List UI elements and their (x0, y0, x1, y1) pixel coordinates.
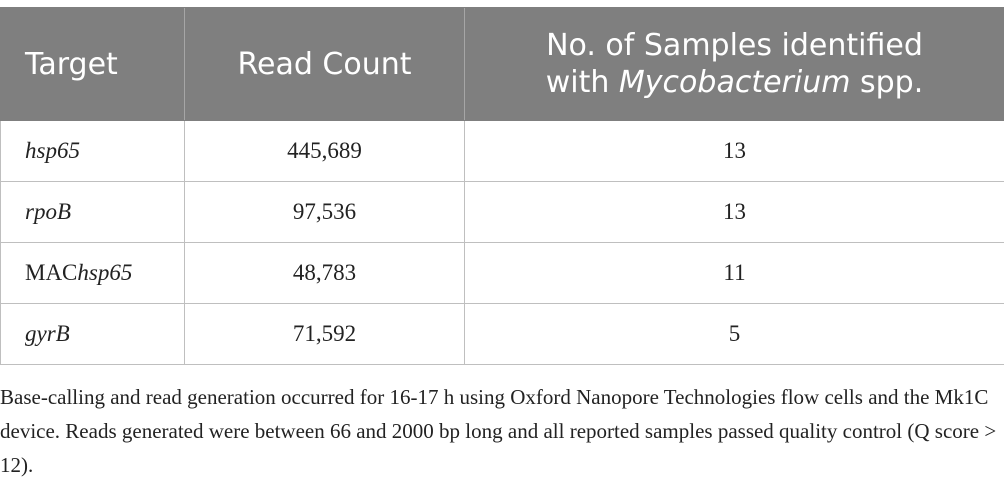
header-samples-line2: with Mycobacterium spp. (465, 64, 1004, 101)
target-prefix: MAC (25, 260, 78, 285)
header-samples-suffix: spp. (850, 65, 924, 100)
samples-cell: 5 (464, 303, 1004, 365)
table-row: hsp65 445,689 13 (0, 120, 1004, 182)
table-row: rpoB 97,536 13 (0, 181, 1004, 243)
results-table: Target Read Count No. of Samples identif… (0, 7, 1004, 365)
target-gene: rpoB (25, 199, 71, 224)
read-count-cell: 48,783 (184, 242, 465, 304)
samples-cell: 13 (464, 181, 1004, 243)
table-footnote: Base-calling and read generation occurre… (0, 385, 997, 477)
samples-cell: 11 (464, 242, 1004, 304)
target-cell: rpoB (0, 181, 185, 243)
header-samples-genus: Mycobacterium (618, 65, 851, 100)
read-count-cell: 71,592 (184, 303, 465, 365)
read-count-cell: 97,536 (184, 181, 465, 243)
header-read-count: Read Count (184, 7, 465, 121)
target-gene: hsp65 (77, 260, 133, 285)
header-row: Target Read Count No. of Samples identif… (0, 7, 1004, 121)
header-target: Target (0, 7, 185, 121)
table-header: Target Read Count No. of Samples identif… (0, 7, 1004, 121)
target-cell: hsp65 (0, 120, 185, 182)
target-gene: gyrB (25, 321, 70, 346)
header-samples-prefix: with (545, 65, 619, 100)
table-body: hsp65 445,689 13 rpoB 97,536 13 MAChsp65… (0, 120, 1004, 365)
results-table-container: Target Read Count No. of Samples identif… (0, 7, 1004, 365)
target-gene: hsp65 (25, 138, 80, 163)
read-count-cell: 445,689 (184, 120, 465, 182)
table-row: MAChsp65 48,783 11 (0, 242, 1004, 304)
samples-cell: 13 (464, 120, 1004, 182)
header-samples-identified: No. of Samples identified with Mycobacte… (464, 7, 1004, 121)
header-samples-line1: No. of Samples identified (546, 28, 923, 63)
target-cell: gyrB (0, 303, 185, 365)
target-cell: MAChsp65 (0, 242, 185, 304)
table-row: gyrB 71,592 5 (0, 303, 1004, 365)
